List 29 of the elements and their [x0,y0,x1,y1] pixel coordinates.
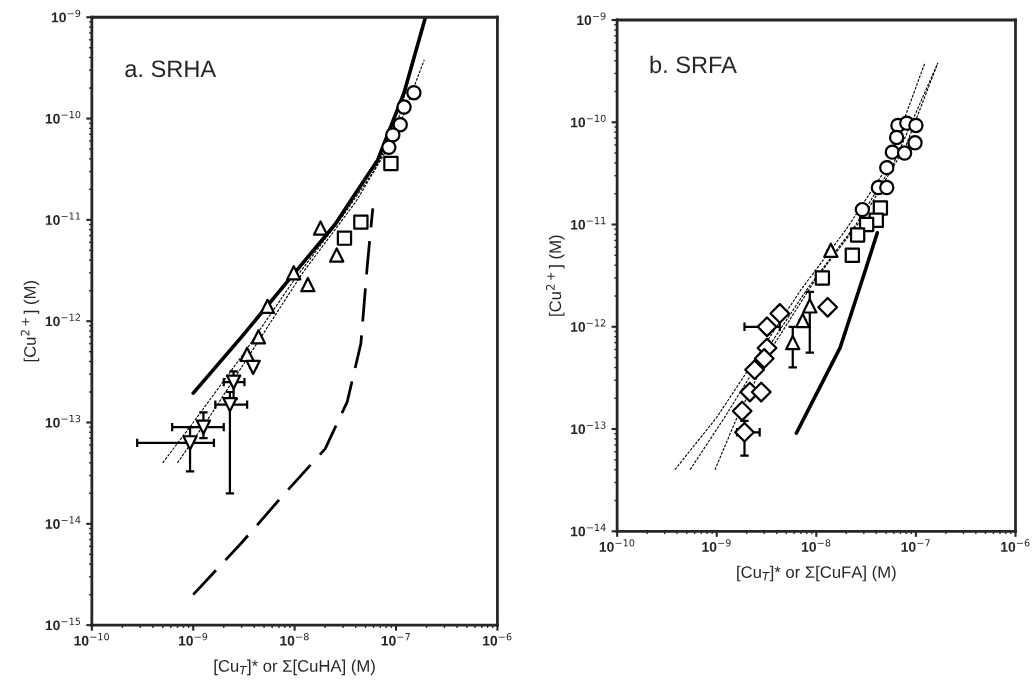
x-tick-label: 10$^{−8}$ [801,539,831,552]
annotation: a. SRHA [125,60,217,78]
y-tick-label: 10$^{−10}$ [45,110,81,124]
x-tick-label: 10$^{−10}$ [599,539,635,552]
y-tick-label: 10$^{−11}$ [571,217,606,230]
x-tick-label: 10$^{−10}$ [74,632,110,646]
annotation: b. SRFA [650,55,737,74]
x-axis-title: [Cu$_{T}$]* or Σ[CuHA] (M) [214,659,375,676]
y-axis-title: [Cu$^{2+}$] (M) [20,281,40,362]
y-tick-label: 10$^{−13}$ [45,414,81,428]
x-tick-label: 10$^{−8}$ [280,632,309,646]
x-tick-label: 10$^{−6}$ [483,632,512,646]
y-tick-label: 10$^{−13}$ [571,421,606,435]
y-axis-title: [Cu$^{2+}$] (M) [545,235,565,316]
y-tick-label: 10$^{−15}$ [45,617,81,631]
x-tick-label: 10$^{−9}$ [702,539,731,552]
y-tick-label: 10$^{−10}$ [571,114,606,128]
x-tick-label: 10$^{−7}$ [381,633,410,646]
y-tick-label: 10$^{−9}$ [51,9,81,23]
y-tick-label: 10$^{−12}$ [45,313,81,327]
x-tick-label: 10$^{−6}$ [1001,539,1030,552]
y-tick-label: 10$^{−11}$ [45,212,81,225]
y-tick-label: 10$^{−14}$ [45,516,81,529]
x-tick-label: 10$^{−7}$ [901,539,930,552]
y-tick-label: 10$^{−12}$ [571,319,606,332]
y-tick-label: 10$^{−9}$ [577,12,606,26]
x-axis-title: [Cu$_{T}$]* or Σ[CuFA] (M) [737,565,896,582]
y-tick-label: 10$^{−14}$ [571,523,606,537]
x-tick-label: 10$^{−9}$ [178,632,208,646]
